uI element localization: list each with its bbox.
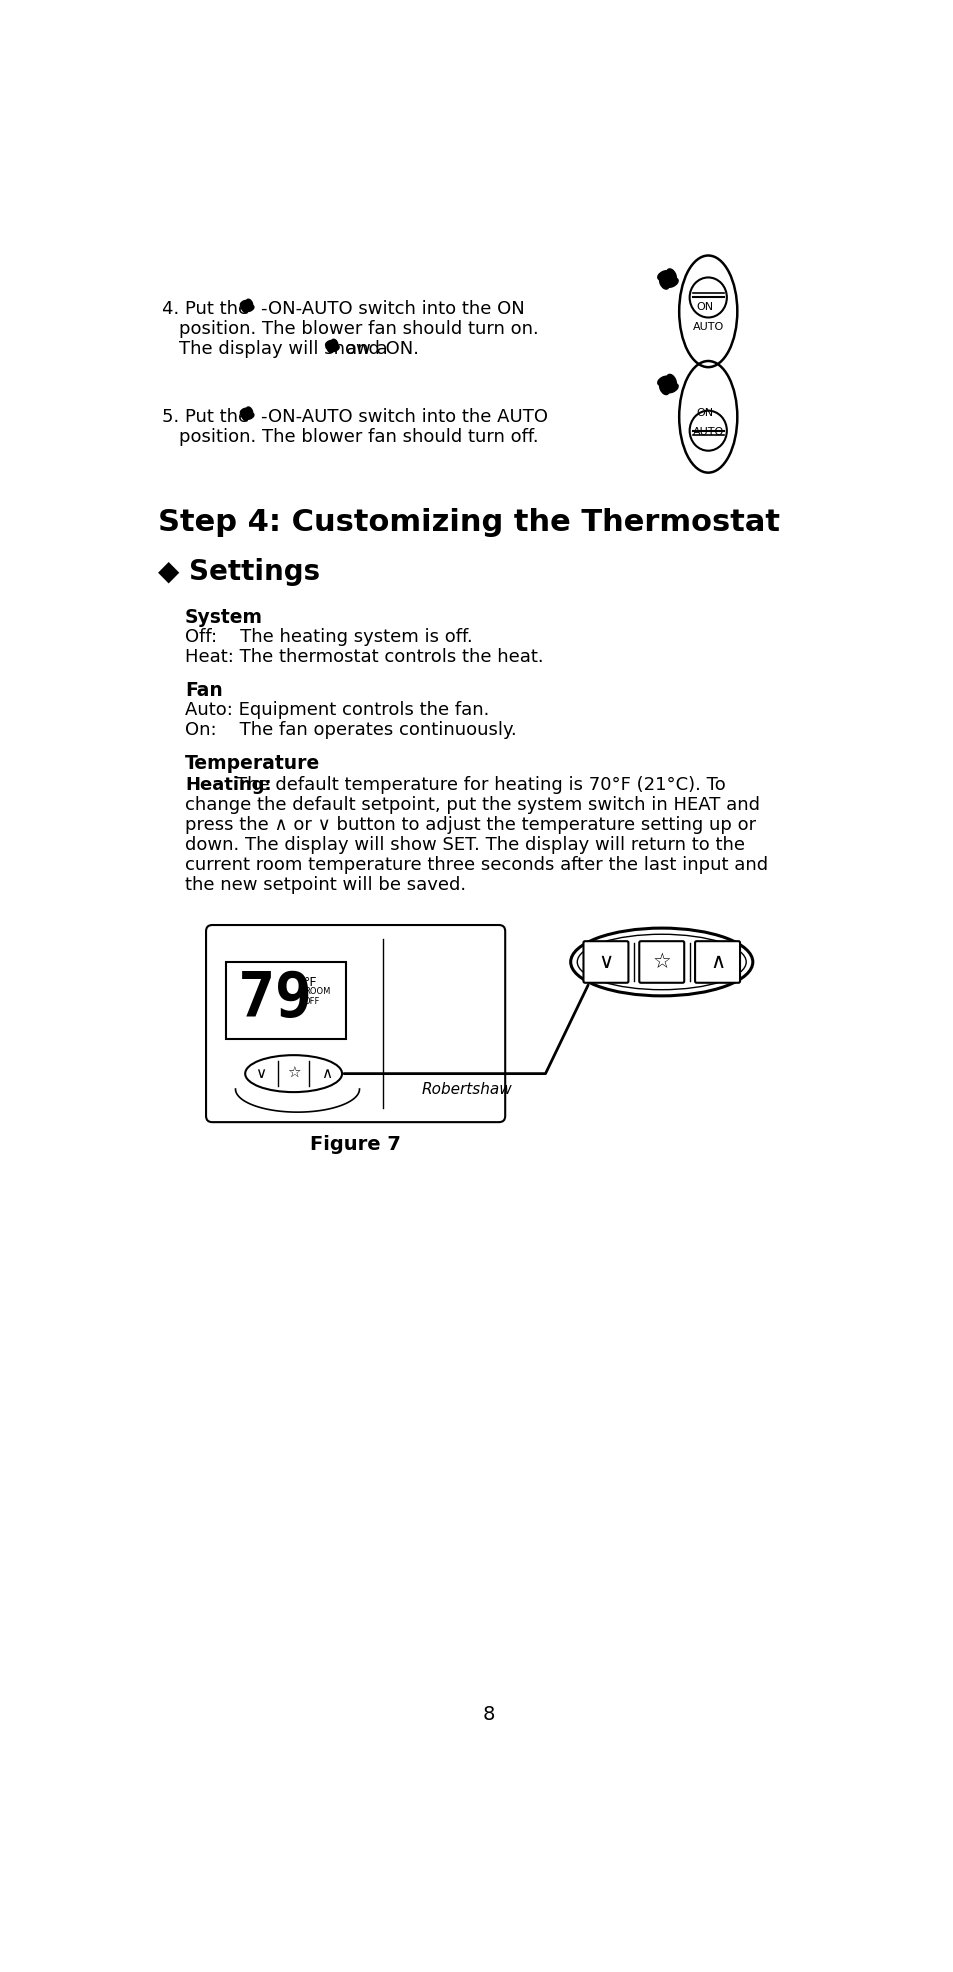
Text: On:    The fan operates continuously.: On: The fan operates continuously. (185, 722, 517, 740)
Bar (226, 962, 346, 1039)
Ellipse shape (666, 375, 676, 387)
Text: current room temperature three seconds after the last input and: current room temperature three seconds a… (185, 856, 767, 874)
Text: -ON-AUTO switch into the ON: -ON-AUTO switch into the ON (261, 300, 524, 317)
Ellipse shape (664, 278, 678, 288)
Text: AUTO: AUTO (692, 428, 723, 438)
Text: ON: ON (696, 302, 713, 312)
Ellipse shape (657, 377, 670, 387)
Text: Heating:: Heating: (185, 775, 272, 793)
Text: Off:    The heating system is off.: Off: The heating system is off. (185, 627, 473, 645)
Text: ∨: ∨ (598, 952, 613, 972)
Text: ☆: ☆ (287, 1067, 300, 1081)
Text: ROOM: ROOM (303, 986, 330, 996)
Text: position. The blower fan should turn off.: position. The blower fan should turn off… (179, 428, 538, 446)
Text: The display will show a: The display will show a (179, 339, 387, 357)
Circle shape (246, 412, 248, 414)
Text: ∧: ∧ (320, 1067, 332, 1081)
Text: Temperature: Temperature (185, 753, 320, 773)
Text: AUTO: AUTO (692, 321, 723, 331)
Text: 79: 79 (237, 970, 313, 1031)
Text: Figure 7: Figure 7 (310, 1136, 400, 1154)
Text: ☆: ☆ (652, 952, 670, 972)
Ellipse shape (240, 300, 249, 308)
Text: ∨: ∨ (255, 1067, 266, 1081)
Text: ∧: ∧ (709, 952, 724, 972)
Ellipse shape (241, 412, 248, 420)
Text: °F: °F (303, 976, 316, 988)
Ellipse shape (245, 412, 253, 420)
Text: the new setpoint will be saved.: the new setpoint will be saved. (185, 876, 466, 893)
Text: change the default setpoint, put the system switch in HEAT and: change the default setpoint, put the sys… (185, 795, 760, 814)
Text: Step 4: Customizing the Thermostat: Step 4: Customizing the Thermostat (158, 507, 780, 536)
Text: The default temperature for heating is 70°F (21°C). To: The default temperature for heating is 7… (236, 775, 725, 793)
Ellipse shape (327, 343, 333, 353)
FancyBboxPatch shape (639, 941, 683, 982)
Text: System: System (185, 607, 263, 627)
Ellipse shape (246, 300, 253, 308)
Text: and ON.: and ON. (346, 339, 419, 357)
Ellipse shape (330, 345, 339, 351)
Text: -ON-AUTO switch into the AUTO: -ON-AUTO switch into the AUTO (261, 408, 548, 426)
Ellipse shape (246, 406, 253, 416)
FancyBboxPatch shape (206, 925, 505, 1122)
Text: 4. Put the: 4. Put the (162, 300, 249, 317)
Ellipse shape (659, 276, 668, 290)
Circle shape (246, 304, 248, 308)
Ellipse shape (659, 381, 668, 394)
Ellipse shape (666, 268, 676, 282)
Text: OFF: OFF (303, 998, 320, 1006)
Ellipse shape (241, 304, 248, 314)
FancyBboxPatch shape (583, 941, 628, 982)
Text: Robertshaw: Robertshaw (421, 1081, 512, 1096)
Ellipse shape (332, 339, 337, 347)
Text: 5. Put the: 5. Put the (162, 408, 249, 426)
FancyBboxPatch shape (695, 941, 740, 982)
Text: press the ∧ or ∨ button to adjust the temperature setting up or: press the ∧ or ∨ button to adjust the te… (185, 816, 756, 834)
Text: ON: ON (696, 408, 713, 418)
Text: position. The blower fan should turn on.: position. The blower fan should turn on. (179, 319, 538, 337)
Circle shape (665, 383, 669, 387)
Circle shape (665, 276, 669, 282)
Ellipse shape (240, 408, 249, 414)
Text: Auto: Equipment controls the fan.: Auto: Equipment controls the fan. (185, 700, 489, 720)
Ellipse shape (245, 306, 253, 312)
Text: down. The display will show SET. The display will return to the: down. The display will show SET. The dis… (185, 836, 744, 854)
Text: ◆ Settings: ◆ Settings (158, 558, 320, 586)
Circle shape (331, 345, 334, 347)
Ellipse shape (657, 270, 670, 280)
Text: Fan: Fan (185, 680, 223, 700)
Ellipse shape (664, 383, 678, 392)
Ellipse shape (325, 341, 334, 347)
Text: 8: 8 (482, 1706, 495, 1724)
Text: Heat: The thermostat controls the heat.: Heat: The thermostat controls the heat. (185, 649, 543, 667)
